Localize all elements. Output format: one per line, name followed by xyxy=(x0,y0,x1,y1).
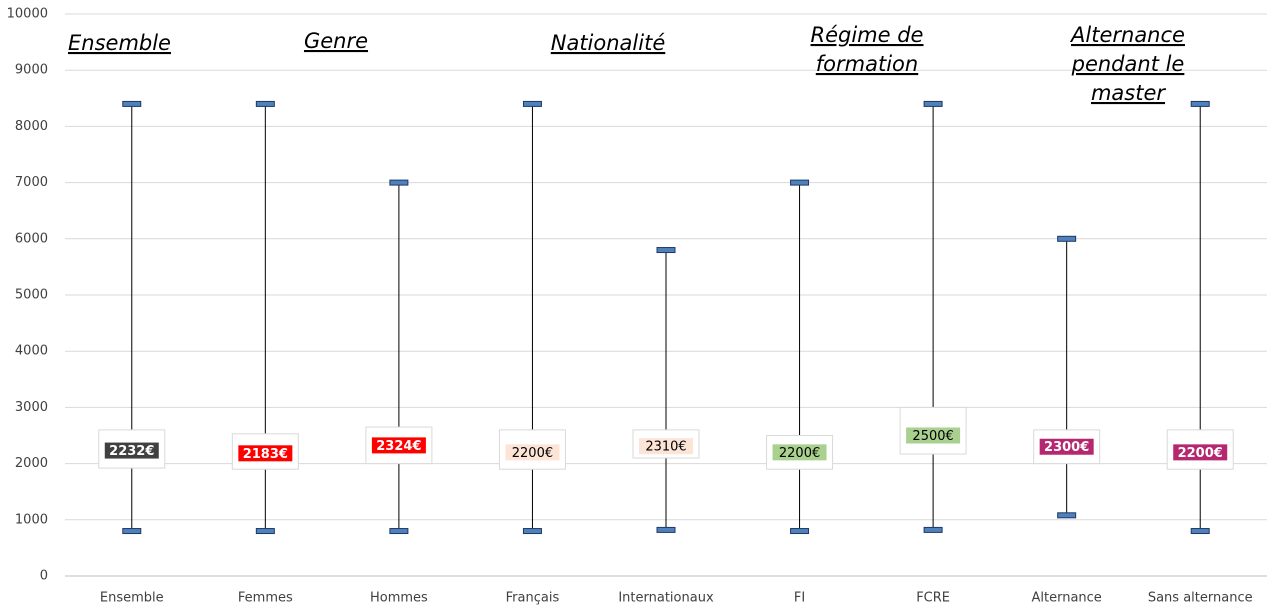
median-label-box xyxy=(1039,438,1094,455)
whisker-cap xyxy=(389,528,409,535)
y-tick-label: 4000 xyxy=(15,344,48,359)
median-label-box xyxy=(772,444,827,461)
median-label-box xyxy=(639,438,693,455)
group-heading: Nationalité xyxy=(551,31,666,55)
whisker-cap xyxy=(255,528,275,535)
whisker-cap xyxy=(923,526,943,533)
y-tick-label: 6000 xyxy=(15,231,48,246)
whisker-cap xyxy=(790,528,810,535)
y-tick-label: 8000 xyxy=(15,119,48,134)
median-label-box xyxy=(371,437,426,454)
x-tick-label: Femmes xyxy=(238,591,293,606)
median-label: 2310€ xyxy=(645,440,686,455)
x-tick-label: FI xyxy=(794,591,805,606)
median-label: 2300€ xyxy=(1044,440,1089,455)
group-heading: Genre xyxy=(304,29,368,53)
x-tick-label: Alternance xyxy=(1032,591,1102,606)
median-label: 2324€ xyxy=(376,439,421,454)
median-label: 2500€ xyxy=(912,429,953,444)
y-tick-label: 7000 xyxy=(15,175,48,190)
group-heading: formation xyxy=(816,52,918,76)
x-tick-label: Hommes xyxy=(370,591,428,606)
y-tick-label: 0 xyxy=(40,569,48,584)
group-heading: Régime de xyxy=(811,23,924,47)
median-label-box xyxy=(505,444,560,461)
median-label-box xyxy=(1173,444,1228,461)
median-label: 2232€ xyxy=(109,444,154,459)
whisker-cap xyxy=(656,526,676,533)
y-tick-label: 9000 xyxy=(15,63,48,78)
whisker-cap xyxy=(1057,512,1077,519)
y-tick-label: 2000 xyxy=(15,456,48,471)
x-tick-label: Français xyxy=(506,591,560,606)
y-tick-label: 1000 xyxy=(15,512,48,527)
whisker-cap xyxy=(656,247,676,254)
y-tick-label: 3000 xyxy=(15,400,48,415)
y-tick-label: 5000 xyxy=(15,288,48,303)
whisker-cap xyxy=(923,100,943,107)
median-label-box xyxy=(104,442,159,459)
whisker-cap xyxy=(522,100,542,107)
group-heading: pendant le xyxy=(1071,52,1185,76)
group-heading: Alternance xyxy=(1069,23,1185,47)
whisker-cap xyxy=(1057,235,1077,242)
whisker-cap xyxy=(122,528,142,535)
whisker-cap xyxy=(1190,100,1210,107)
x-tick-label: Ensemble xyxy=(100,591,164,606)
x-tick-label: Sans alternance xyxy=(1148,591,1253,606)
x-tick-label: FCRE xyxy=(916,591,950,606)
group-heading: master xyxy=(1091,81,1166,105)
median-label-box xyxy=(238,445,293,462)
whisker-cap xyxy=(1190,528,1210,535)
median-label: 2183€ xyxy=(243,447,288,462)
median-label-box xyxy=(906,427,961,444)
whisker-cap xyxy=(790,179,810,186)
whisker-cap xyxy=(522,528,542,535)
whisker-cap xyxy=(122,100,142,107)
whisker-cap xyxy=(255,100,275,107)
y-tick-label: 10000 xyxy=(7,7,48,22)
whisker-cap xyxy=(389,179,409,186)
median-label: 2200€ xyxy=(779,446,820,461)
median-label: 2200€ xyxy=(512,446,553,461)
x-tick-label: Internationaux xyxy=(618,591,714,606)
median-label: 2200€ xyxy=(1178,446,1223,461)
group-heading: Ensemble xyxy=(68,31,171,55)
